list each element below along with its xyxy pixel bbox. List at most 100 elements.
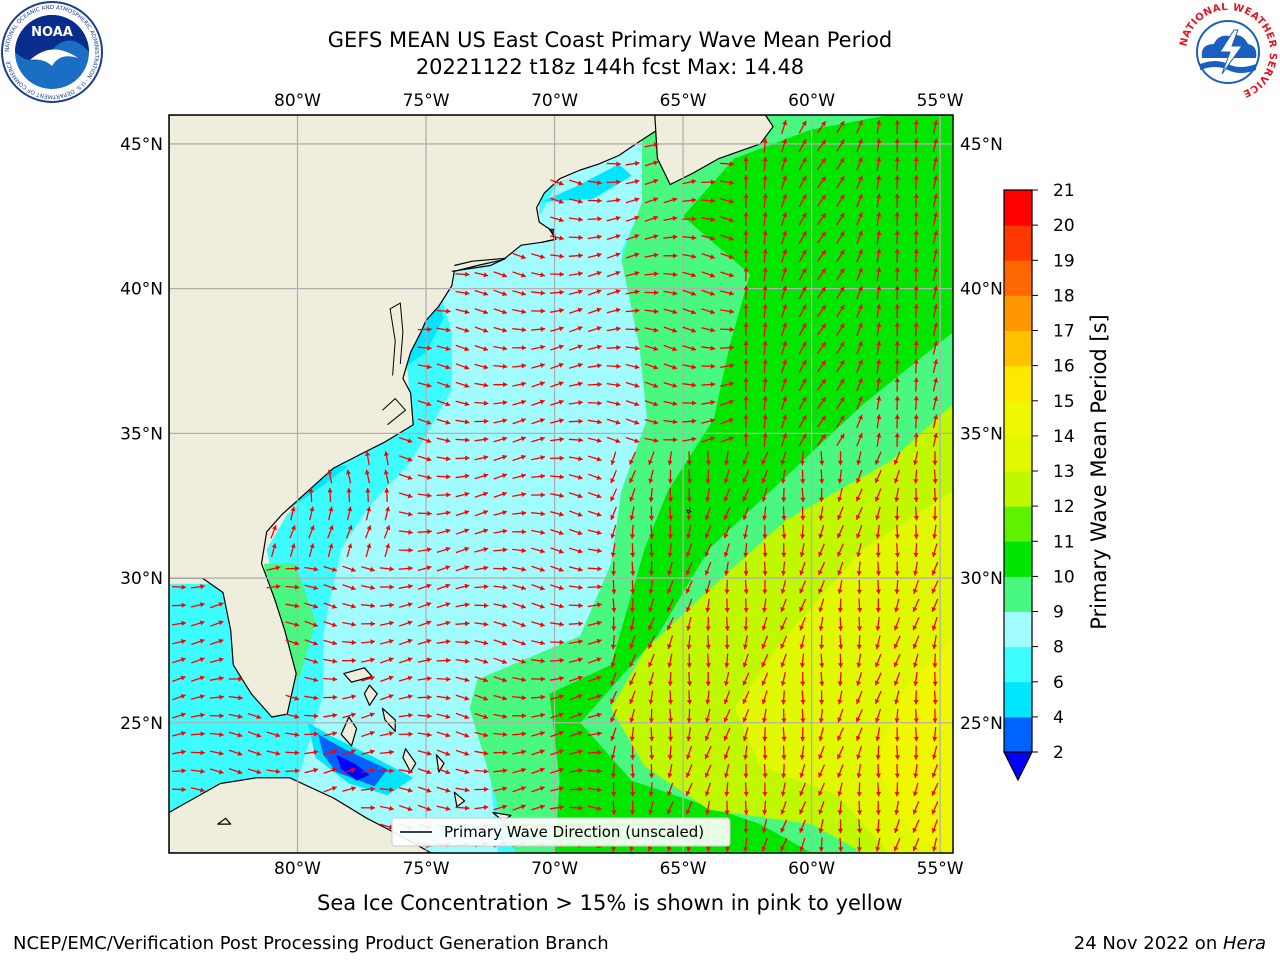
wave-arrow: [625, 400, 640, 407]
wave-arrow: [568, 474, 583, 480]
wave-arrow: [629, 672, 637, 686]
wave-arrow: [893, 819, 900, 834]
wave-arrow-head: [686, 460, 692, 466]
wave-arrow: [836, 120, 845, 134]
wave-arrow: [568, 381, 583, 387]
wave-arrow-head: [801, 120, 807, 126]
wave-arrow: [630, 579, 636, 595]
wave-arrow-head: [686, 718, 692, 723]
wave-arrow-head: [654, 271, 659, 277]
wave-arrow-head: [875, 552, 881, 558]
wave-arrow: [648, 506, 655, 521]
wave-arrow-head: [219, 675, 224, 681]
wave-arrow: [912, 782, 919, 797]
wave-arrow-head: [704, 515, 710, 521]
wave-arrow-head: [616, 161, 621, 167]
wave-arrow-head: [351, 639, 357, 645]
wave-arrow: [568, 621, 583, 627]
wave-arrow: [798, 249, 807, 263]
wave-arrow: [666, 801, 674, 815]
wave-arrow: [644, 271, 659, 277]
wave-arrow-head: [611, 626, 617, 631]
wave-arrow: [512, 713, 527, 719]
wave-arrow-head: [539, 585, 545, 591]
wave-arrow: [644, 197, 659, 204]
wave-arrow-head: [837, 717, 842, 723]
wave-arrow-head: [913, 230, 919, 235]
wave-arrow: [836, 378, 845, 391]
wave-arrow-head: [912, 588, 918, 594]
wave-arrow-head: [931, 827, 937, 833]
wave-arrow: [549, 639, 565, 645]
wave-arrow: [629, 488, 636, 502]
wave-arrow: [724, 579, 730, 595]
wave-arrow-head: [743, 322, 749, 327]
wave-arrow-head: [837, 772, 842, 778]
wave-arrow-head: [445, 419, 451, 425]
wave-arrow: [474, 731, 489, 738]
wave-arrow: [819, 653, 825, 668]
wave-arrow-head: [856, 589, 862, 594]
wave-arrow: [913, 524, 919, 539]
wave-arrow: [931, 580, 939, 594]
wave-arrow: [781, 120, 788, 134]
wave-arrow-head: [743, 248, 749, 254]
wave-arrow: [493, 694, 508, 701]
wave-arrow: [932, 120, 939, 134]
wave-arrow-head: [912, 643, 918, 649]
wave-arrow-head: [634, 197, 640, 203]
wave-arrow-head: [821, 378, 826, 384]
wave-arrow: [705, 580, 711, 594]
wave-arrow-head: [347, 506, 353, 512]
wave-arrow-head: [780, 791, 786, 797]
wave-arrow-head: [801, 378, 807, 384]
wave-arrow-head: [839, 323, 845, 329]
wave-arrow-head: [295, 750, 300, 756]
wave-arrow-head: [426, 382, 432, 388]
wave-arrow: [932, 156, 939, 171]
wave-arrow: [191, 620, 205, 627]
wave-arrow-head: [893, 828, 899, 833]
wave-arrow-head: [933, 414, 939, 420]
wave-arrow: [663, 234, 678, 240]
wave-arrow: [913, 487, 919, 503]
wave-arrow-head: [837, 699, 843, 705]
wave-arrow: [723, 525, 731, 539]
wave-arrow: [856, 635, 862, 650]
wave-arrow-head: [691, 253, 697, 259]
wave-arrow: [857, 819, 863, 834]
wave-arrow-head: [821, 305, 826, 311]
wave-arrow-head: [237, 732, 243, 738]
wave-arrow-head: [668, 515, 674, 521]
wave-arrow-head: [521, 547, 527, 554]
wave-arrow: [875, 598, 881, 613]
wave-arrow: [856, 212, 863, 226]
wave-arrow: [913, 506, 919, 521]
wave-arrow: [701, 289, 716, 296]
wave-arrow: [568, 437, 583, 443]
wave-arrow: [569, 694, 583, 701]
wave-arrow-head: [858, 157, 863, 163]
wave-arrow: [818, 819, 824, 834]
wave-arrow-head: [219, 732, 224, 738]
wave-arrow: [836, 323, 845, 336]
wave-arrow-head: [577, 362, 583, 368]
wave-arrow: [493, 657, 508, 664]
wave-arrow-head: [615, 438, 621, 444]
wave-arrow-head: [821, 231, 826, 237]
wave-arrow: [625, 179, 640, 185]
wave-arrow-head: [799, 588, 804, 594]
wave-arrow: [816, 433, 827, 446]
wave-arrow-head: [761, 625, 767, 631]
wave-arrow: [531, 529, 546, 535]
wave-arrow: [743, 837, 749, 852]
wave-arrow-head: [521, 529, 527, 535]
wave-arrow-head: [710, 363, 716, 369]
wave-direction-arrows: [171, 119, 939, 852]
wave-arrow-head: [559, 308, 564, 313]
wave-arrow-head: [369, 749, 375, 755]
wave-arrow-head: [729, 381, 734, 387]
wave-arrow-head: [782, 212, 788, 218]
wave-arrow-head: [762, 175, 768, 180]
wave-arrow: [743, 543, 749, 558]
